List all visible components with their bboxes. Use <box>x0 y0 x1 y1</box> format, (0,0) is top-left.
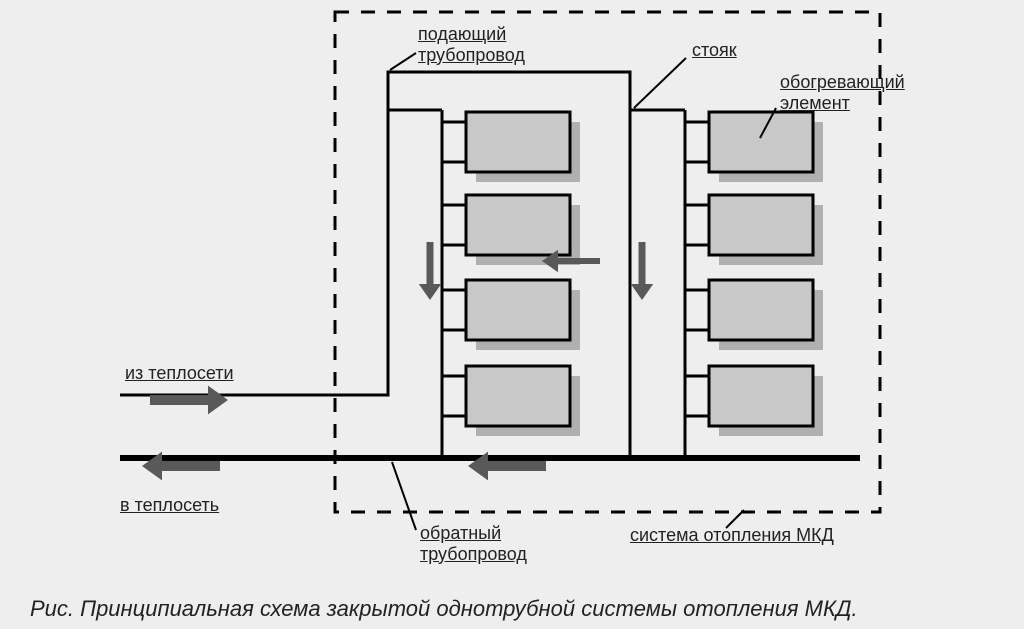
label-return-pipe: обратный трубопровод <box>420 523 527 564</box>
label-from-network: из теплосети <box>125 363 234 384</box>
label-heating-element: обогревающий элемент <box>780 72 905 113</box>
diagram-stage: подающий трубопровод стояк обогревающий … <box>0 0 1024 629</box>
label-system-boundary: система отопления МКД <box>630 525 834 546</box>
label-to-network: в теплосеть <box>120 495 219 516</box>
label-supply-pipe: подающий трубопровод <box>418 24 525 65</box>
figure-caption: Рис. Принципиальная схема закрытой однот… <box>30 596 858 622</box>
label-riser: стояк <box>692 40 737 61</box>
